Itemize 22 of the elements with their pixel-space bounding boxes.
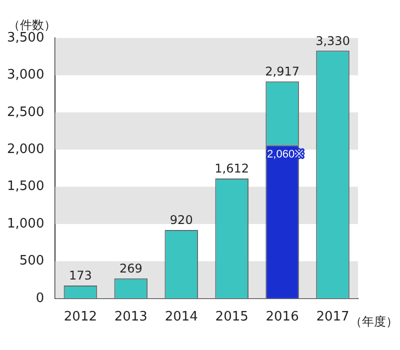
- y-tick-label: 0: [36, 290, 44, 306]
- total-label: 3,330: [316, 34, 350, 48]
- y-tick-label: 2,500: [7, 104, 44, 120]
- y-tick-label: 3,000: [7, 68, 44, 83]
- total-label: 2,917: [265, 64, 300, 78]
- total-label: 1,612: [214, 162, 250, 176]
- y-tick-label: 2,000: [7, 142, 44, 157]
- x-axis-title: （年度）: [350, 314, 398, 329]
- x-tick-label: 2016: [266, 310, 299, 325]
- x-tick-label: 2012: [64, 310, 97, 325]
- total-label: 920: [170, 213, 193, 228]
- y-tick-label: 500: [19, 254, 44, 269]
- x-tick-label: 2017: [316, 310, 350, 325]
- x-tick-label: 2013: [114, 310, 148, 325]
- total-label: 269: [119, 262, 142, 276]
- y-tick-label: 1,000: [7, 216, 44, 232]
- x-tick-label: 2015: [215, 310, 248, 325]
- y-axis-title: （件数）: [8, 18, 56, 32]
- x-tick-label: 2014: [164, 310, 198, 325]
- total-label: 173: [68, 268, 92, 283]
- y-tick-label: 1,500: [7, 179, 44, 194]
- y-tick-label: 3,500: [7, 30, 44, 46]
